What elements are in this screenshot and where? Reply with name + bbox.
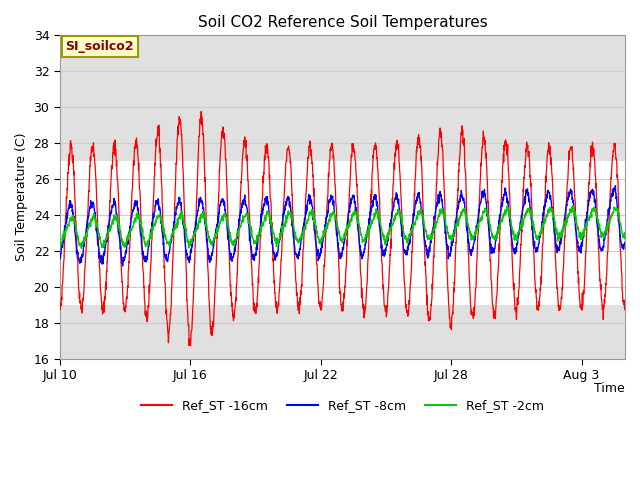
Title: Soil CO2 Reference Soil Temperatures: Soil CO2 Reference Soil Temperatures (198, 15, 487, 30)
Legend: Ref_ST -16cm, Ref_ST -8cm, Ref_ST -2cm: Ref_ST -16cm, Ref_ST -8cm, Ref_ST -2cm (136, 395, 549, 418)
Text: Time: Time (595, 382, 625, 395)
Bar (60, 36, 625, 161)
Y-axis label: Soil Temperature (C): Soil Temperature (C) (15, 133, 28, 262)
Text: SI_soilco2: SI_soilco2 (65, 40, 134, 53)
Bar (60, 305, 625, 359)
